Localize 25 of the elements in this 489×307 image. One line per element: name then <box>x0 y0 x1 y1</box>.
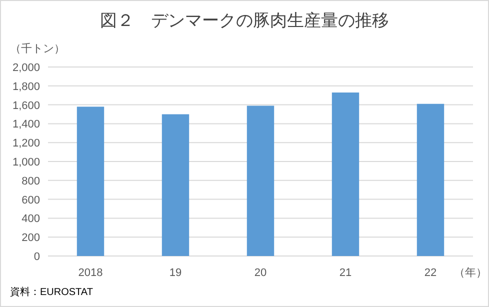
x-tick-label: 21 <box>339 267 352 279</box>
y-tick-label: 400 <box>22 213 40 226</box>
x-tick-label: 20 <box>254 267 267 279</box>
y-tick-label: 1,800 <box>12 80 40 93</box>
bar <box>162 114 190 256</box>
y-tick-label: 200 <box>22 232 40 244</box>
text: 資料：EUROSTAT <box>10 286 93 298</box>
y-tick-label: 1,200 <box>12 138 40 150</box>
chart-title: 図２ デンマークの豚肉生産量の推移 <box>100 11 389 30</box>
y-tick-label: 1,400 <box>12 118 40 131</box>
x-tick-label: 22 <box>424 267 437 279</box>
y-tick-label: 0 <box>34 251 40 263</box>
bar <box>332 92 360 256</box>
y-tick-label: 600 <box>22 194 40 206</box>
x-tick-label: 19 <box>169 267 182 279</box>
y-tick-label: 1,000 <box>12 156 40 168</box>
y-tick-label: 800 <box>22 175 40 188</box>
y-tick-label: 1,600 <box>12 100 40 112</box>
bar <box>76 106 104 256</box>
x-axis-title: （年） <box>454 267 487 279</box>
bar <box>246 106 274 256</box>
bar <box>416 104 444 256</box>
y-axis-title: （千トン） <box>10 42 65 55</box>
y-tick-label: 2,000 <box>12 62 40 74</box>
x-tick-label: 2018 <box>78 267 103 279</box>
